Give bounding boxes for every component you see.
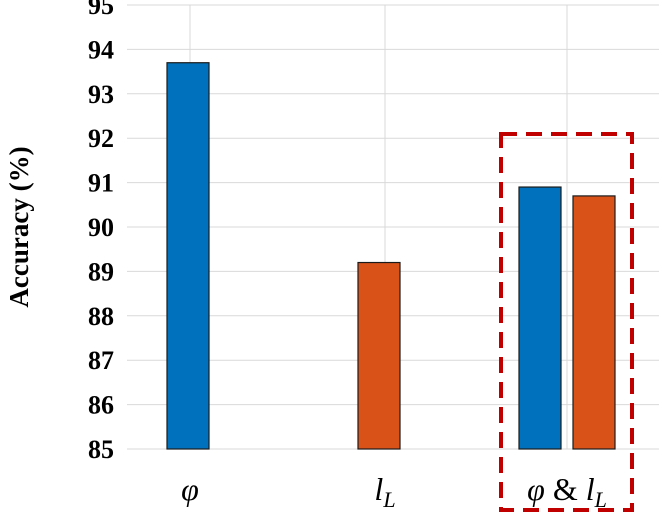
y-tick-label: 85 — [88, 435, 114, 464]
bar-3 — [572, 195, 616, 450]
y-tick-labels: 85 86 87 88 89 90 91 92 93 94 95 — [88, 0, 114, 464]
bar-0 — [166, 62, 210, 450]
category-label-lL: lL — [374, 471, 395, 512]
bar-1 — [357, 261, 401, 450]
y-tick-label: 88 — [88, 302, 114, 331]
bars-group — [166, 62, 616, 450]
y-tick-label: 91 — [88, 169, 114, 198]
y-tick-label: 90 — [88, 213, 114, 242]
y-axis-label: Accuracy (%) — [4, 146, 34, 307]
y-tick-label: 89 — [88, 257, 114, 286]
bar-2 — [518, 186, 562, 450]
category-label-phi: φ — [181, 471, 199, 507]
category-label-phi-and-lL: φ & lL — [527, 471, 607, 512]
y-tick-label: 92 — [88, 124, 114, 153]
y-tick-label: 87 — [88, 346, 114, 375]
y-tick-label: 86 — [88, 391, 114, 420]
highlight-dashed-box — [499, 132, 634, 512]
y-tick-label: 95 — [88, 0, 114, 20]
y-tick-label: 94 — [88, 35, 114, 64]
y-tick-label: 93 — [88, 80, 114, 109]
